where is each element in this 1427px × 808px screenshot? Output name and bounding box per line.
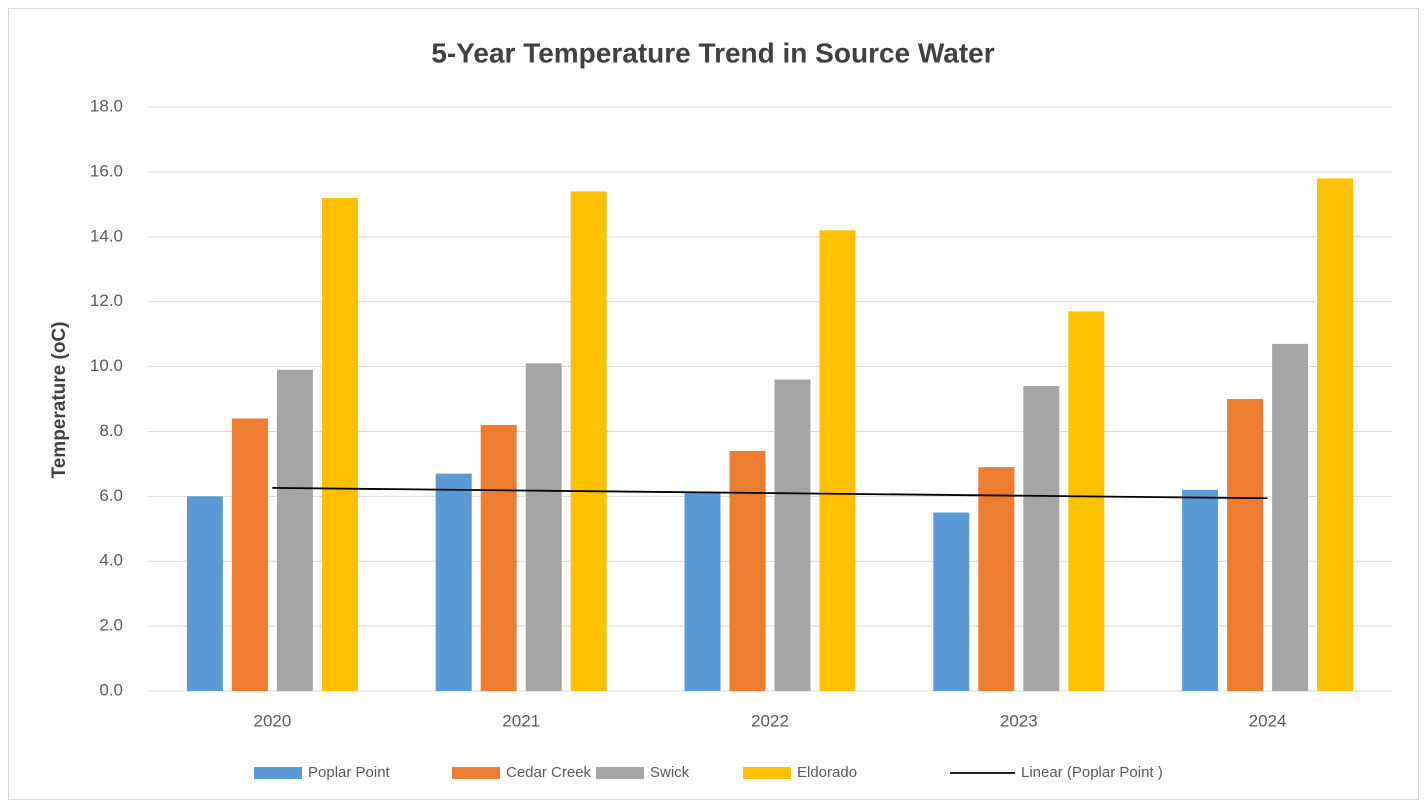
bar xyxy=(186,496,223,691)
bar xyxy=(525,363,562,691)
y-tick-label: 8.0 xyxy=(99,421,123,440)
y-tick-label: 10.0 xyxy=(90,356,123,375)
y-tick-label: 6.0 xyxy=(99,486,123,505)
bar xyxy=(1068,311,1105,691)
bar xyxy=(819,230,856,692)
legend-swatch xyxy=(452,767,500,779)
y-tick-label: 4.0 xyxy=(99,551,123,570)
legend-label: Eldorado xyxy=(797,764,857,781)
bar xyxy=(1182,489,1219,691)
bar xyxy=(729,450,766,691)
bar xyxy=(933,512,970,691)
x-tick-label: 2023 xyxy=(1000,711,1038,730)
x-tick-label: 2022 xyxy=(751,711,789,730)
legend-swatch xyxy=(596,767,644,779)
bar xyxy=(684,493,721,691)
y-axis-label: Temperature (oC) xyxy=(49,322,70,479)
y-tick-label: 2.0 xyxy=(99,616,123,635)
legend-swatch xyxy=(254,767,302,779)
legend-label: Cedar Creek xyxy=(506,764,592,781)
legend-swatch xyxy=(743,767,791,779)
legend-label: Linear (Poplar Point ) xyxy=(1021,764,1163,781)
bar xyxy=(978,467,1015,691)
x-tick-label: 2021 xyxy=(502,711,540,730)
y-tick-label: 18.0 xyxy=(90,96,123,115)
bar xyxy=(1227,399,1264,691)
bar xyxy=(1317,178,1354,691)
y-tick-label: 0.0 xyxy=(99,680,123,699)
y-tick-label: 12.0 xyxy=(90,291,123,310)
bar xyxy=(231,418,268,691)
legend-label: Poplar Point xyxy=(308,764,391,781)
y-tick-label: 14.0 xyxy=(90,226,123,245)
x-tick-label: 2020 xyxy=(253,711,291,730)
chart-title: 5-Year Temperature Trend in Source Water xyxy=(431,37,994,68)
trendline xyxy=(272,486,1268,500)
bar xyxy=(480,424,517,691)
legend-label: Swick xyxy=(650,764,690,781)
x-tick-label: 2024 xyxy=(1249,711,1287,730)
bar xyxy=(570,191,607,691)
y-tick-label: 16.0 xyxy=(90,161,123,180)
bar xyxy=(1023,386,1060,691)
bar xyxy=(1272,343,1309,691)
bar xyxy=(435,473,472,691)
bar xyxy=(321,197,358,691)
bar xyxy=(276,369,313,691)
bar xyxy=(774,379,811,691)
